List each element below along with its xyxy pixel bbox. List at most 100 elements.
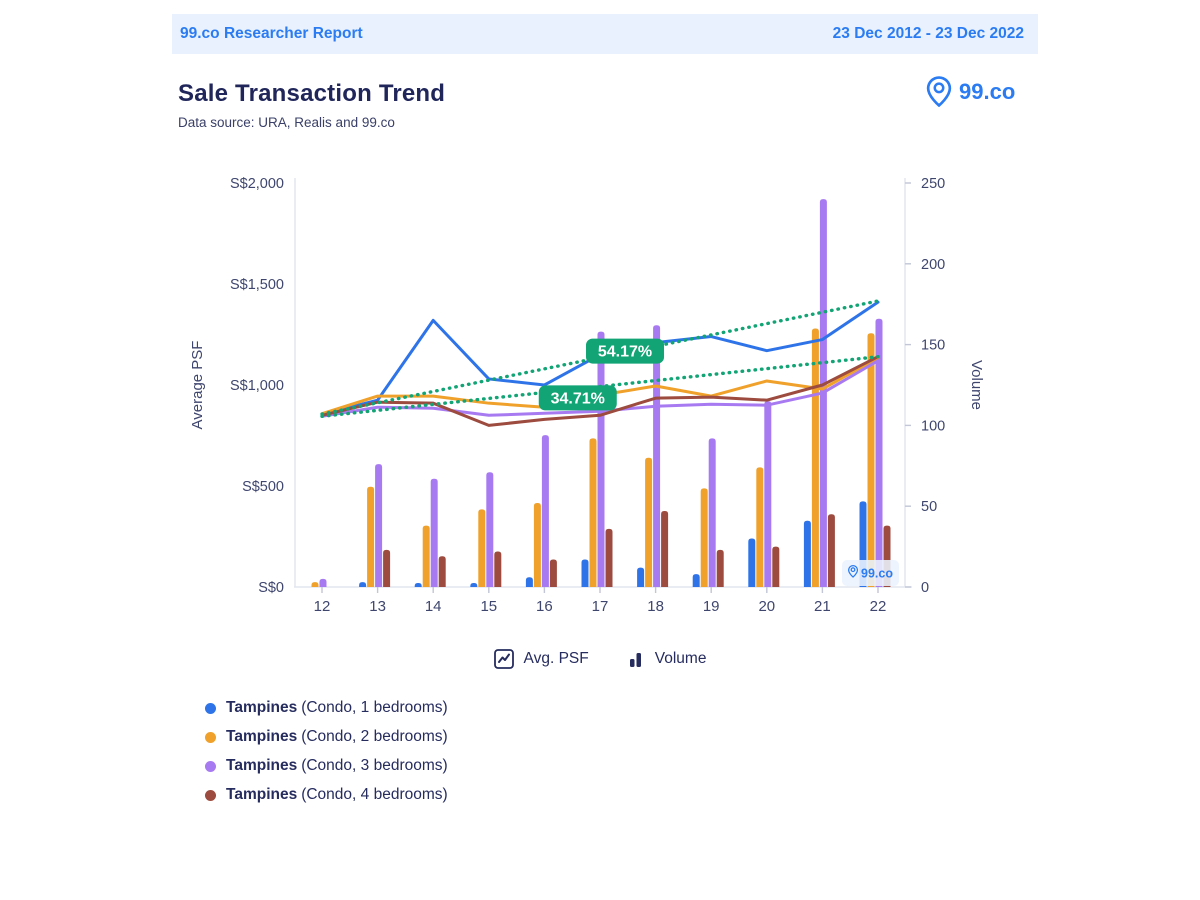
volume-bar-s1-y15 bbox=[470, 583, 478, 587]
series-color-dot bbox=[205, 760, 216, 772]
volume-bar-s4-y13 bbox=[383, 549, 391, 587]
volume-bar-s4-y21 bbox=[827, 514, 835, 587]
series-name: Tampines bbox=[226, 699, 298, 716]
x-axis-label: 20 bbox=[758, 598, 775, 615]
x-axis-label: 19 bbox=[703, 598, 720, 615]
volume-bar-s1-y19 bbox=[692, 574, 700, 587]
right-axis-tick-label: 100 bbox=[921, 418, 945, 434]
series-name: Tampines bbox=[226, 728, 298, 745]
bar-chart-icon bbox=[629, 653, 641, 667]
left-axis-tick-label: S$2,000 bbox=[230, 176, 284, 192]
watermark-text: 99.co bbox=[861, 567, 893, 581]
volume-bar-s1-y20 bbox=[748, 538, 756, 587]
right-axis-title: Volume bbox=[968, 360, 985, 410]
volume-bar-s4-y19 bbox=[716, 549, 724, 587]
series-name: Tampines bbox=[226, 786, 298, 803]
volume-bar-s4-y14 bbox=[438, 556, 446, 587]
map-pin-icon bbox=[926, 76, 952, 107]
trendline-1 bbox=[320, 299, 880, 416]
series-color-dot bbox=[205, 789, 216, 801]
psf-line-s4 bbox=[320, 355, 880, 427]
left-axis-tick-label: S$0 bbox=[258, 580, 284, 596]
volume-bar-s1-y18 bbox=[637, 567, 645, 587]
series-color-dot bbox=[205, 702, 216, 714]
x-axis-label: 17 bbox=[592, 598, 609, 615]
volume-bar-s2-y15 bbox=[478, 509, 486, 587]
series-legend-item-2br[interactable]: Tampines (Condo, 2 bedrooms) bbox=[205, 727, 448, 747]
volume-bar-s2-y22 bbox=[867, 333, 875, 587]
volume-bar-s3-y14 bbox=[430, 478, 438, 587]
series-color-dot bbox=[205, 731, 216, 743]
report-topbar: 99.co Researcher Report 23 Dec 2012 - 23… bbox=[172, 14, 1038, 54]
volume-bar-s1-y16 bbox=[525, 577, 533, 587]
legend-avg-psf[interactable]: Avg. PSF bbox=[493, 649, 589, 669]
series-legend-item-3br[interactable]: Tampines (Condo, 3 bedrooms) bbox=[205, 756, 448, 776]
volume-bar-s3-y20 bbox=[764, 401, 772, 587]
x-axis-label: 12 bbox=[314, 598, 331, 615]
report-date-range: 23 Dec 2012 - 23 Dec 2022 bbox=[832, 25, 1024, 42]
trend-label-2: 34.71% bbox=[551, 390, 605, 407]
series-legend-item-4br[interactable]: Tampines (Condo, 4 bedrooms) bbox=[205, 785, 448, 805]
volume-bar-s2-y12 bbox=[311, 582, 319, 587]
volume-bar-s3-y22 bbox=[875, 318, 883, 587]
volume-bar-s2-y16 bbox=[533, 502, 541, 587]
volume-bar-s4-y20 bbox=[772, 546, 780, 587]
right-axis-tick-label: 200 bbox=[921, 257, 945, 273]
legend-avg-psf-label: Avg. PSF bbox=[523, 650, 589, 667]
volume-bar-s2-y17 bbox=[589, 438, 597, 587]
volume-bar-s2-y20 bbox=[756, 467, 764, 587]
volume-bar-s3-y15 bbox=[486, 472, 494, 587]
series-detail: (Condo, 4 bedrooms) bbox=[301, 786, 448, 803]
series-detail: (Condo, 1 bedrooms) bbox=[301, 699, 448, 716]
psf-line-s3 bbox=[320, 359, 880, 418]
volume-bar-s2-y18 bbox=[645, 457, 653, 587]
right-axis-tick-label: 0 bbox=[921, 580, 929, 596]
line-chart-icon bbox=[493, 649, 514, 669]
series-detail: (Condo, 3 bedrooms) bbox=[301, 757, 448, 774]
volume-bar-s2-y13 bbox=[367, 486, 375, 587]
x-axis-label: 22 bbox=[870, 598, 887, 615]
volume-bar-s2-y19 bbox=[700, 488, 708, 587]
series-name: Tampines bbox=[226, 757, 298, 774]
volume-bar-s4-y17 bbox=[605, 528, 613, 587]
series-detail: (Condo, 2 bedrooms) bbox=[301, 728, 448, 745]
data-source-note: Data source: URA, Realis and 99.co bbox=[178, 115, 395, 130]
volume-bar-s3-y19 bbox=[708, 438, 716, 587]
x-axis-label: 18 bbox=[647, 598, 664, 615]
volume-bar-s3-y13 bbox=[375, 464, 383, 587]
right-axis-tick-label: 250 bbox=[921, 176, 945, 192]
volume-bar-s3-y18 bbox=[653, 325, 661, 587]
trend-label-box-1 bbox=[586, 338, 665, 364]
page-title: Sale Transaction Trend bbox=[178, 80, 446, 107]
x-axis-label: 16 bbox=[536, 598, 553, 615]
x-axis-label: 14 bbox=[425, 598, 442, 615]
left-axis-tick-label: S$1,000 bbox=[230, 378, 284, 394]
volume-bar-s1-y14 bbox=[414, 583, 422, 587]
series-legend: Tampines (Condo, 1 bedrooms) Tampines (Con… bbox=[205, 698, 448, 805]
left-axis-title: Average PSF bbox=[189, 341, 206, 430]
chart-canvas: S$0 S$500 S$1,000 S$1,500 S$2,000 0 50 100 150 20… bbox=[189, 176, 985, 615]
left-axis-tick-label: S$1,500 bbox=[230, 277, 284, 293]
volume-bar-s3-y12 bbox=[319, 578, 327, 587]
volume-bar-s1-y17 bbox=[581, 559, 589, 587]
volume-bar-s2-y21 bbox=[811, 328, 819, 587]
x-axis-label: 13 bbox=[369, 598, 386, 615]
watermark-pin-dot bbox=[850, 567, 856, 573]
trend-label-box-2 bbox=[538, 385, 617, 411]
chart-legend: Avg. PSF Volume bbox=[0, 649, 1200, 669]
brand-name: 99.co bbox=[959, 78, 1016, 104]
volume-bar-s1-y21 bbox=[803, 520, 811, 587]
legend-volume[interactable]: Volume bbox=[627, 649, 707, 669]
volume-bar-s2-y14 bbox=[422, 525, 430, 587]
volume-bar-s3-y17 bbox=[597, 331, 605, 587]
volume-bar-s1-y13 bbox=[359, 582, 367, 587]
trend-label-1: 54.17% bbox=[598, 344, 652, 361]
volume-bar-s4-y18 bbox=[661, 511, 669, 587]
legend-volume-label: Volume bbox=[654, 650, 707, 667]
x-axis-label: 15 bbox=[480, 598, 497, 615]
series-legend-item-1br[interactable]: Tampines (Condo, 1 bedrooms) bbox=[205, 698, 448, 718]
right-axis-tick-label: 50 bbox=[921, 499, 937, 515]
left-axis-tick-label: S$500 bbox=[242, 479, 284, 495]
brand-logo: 99.co bbox=[926, 76, 1015, 107]
